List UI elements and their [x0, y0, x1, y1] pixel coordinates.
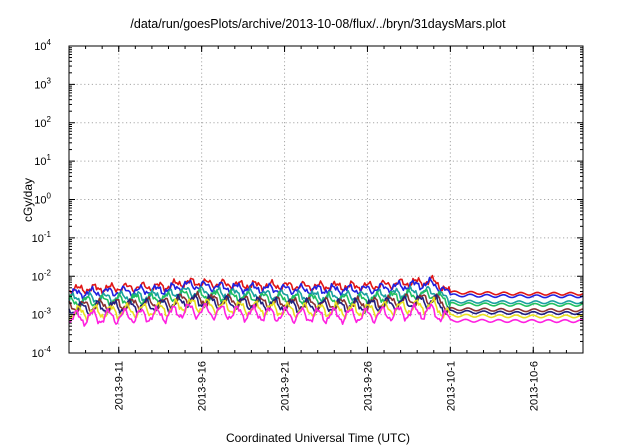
x-tick-label: 2013-9-16 [197, 361, 209, 411]
series-layer [68, 274, 584, 327]
series-line [68, 276, 584, 301]
x-tick-label: 2013-10-6 [528, 361, 540, 411]
y-tick-label: 102 [34, 115, 51, 130]
x-axis: 2013-9-11 2013-9-16 2013-9-21 2013-9-26 2013… [85, 46, 567, 411]
x-tick-label: 2013-9-11 [114, 361, 126, 410]
y-tick-label: 10-2 [32, 268, 52, 283]
y-tick-label: 10-4 [32, 345, 52, 360]
y-tick-label: 104 [34, 38, 51, 53]
series-line [68, 302, 584, 327]
x-tick-label: 2013-9-21 [280, 361, 292, 411]
x-tick-label: 2013-9-26 [362, 361, 374, 411]
y-tick-label: 10-3 [32, 307, 52, 322]
y-tick-label: 101 [34, 153, 51, 168]
y-tick-label: 103 [34, 76, 51, 91]
y-tick-label: 100 [34, 192, 51, 207]
chart-title: /data/run/goesPlots/archive/2013-10-08/f… [130, 17, 506, 31]
x-axis-label: Coordinated Universal Time (UTC) [226, 431, 410, 445]
series-line [68, 296, 583, 323]
series-line [68, 274, 584, 296]
x-tick-label: 2013-10-1 [445, 361, 457, 411]
y-axis: 10-4 10-3 10-2 10-1 100 101 102 103 104 [32, 38, 583, 360]
series-line [68, 290, 584, 316]
y-tick-label: 10-1 [32, 230, 52, 245]
y-axis-label: cGy/day [21, 178, 35, 222]
